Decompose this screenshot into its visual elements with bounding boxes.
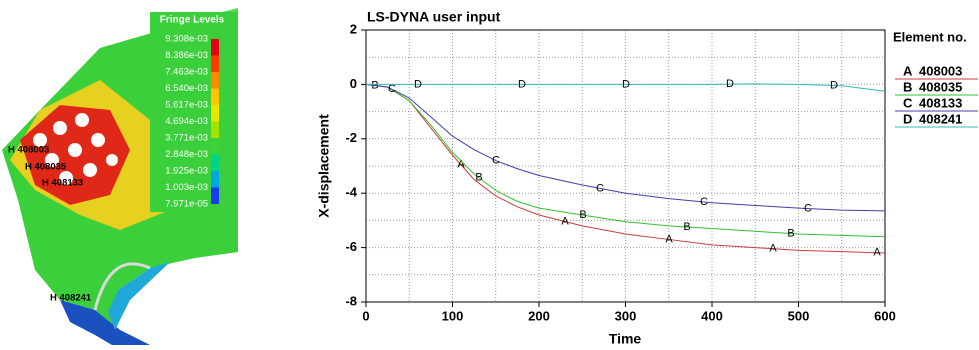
fringe-level: 4.694e-03 bbox=[165, 116, 208, 127]
fringe-swatch bbox=[211, 155, 219, 172]
fringe-swatch bbox=[211, 105, 219, 122]
fringe-swatch bbox=[211, 72, 219, 89]
x-tick-label: 300 bbox=[615, 308, 637, 323]
fringe-level: 3.771e-03 bbox=[165, 133, 208, 144]
legend-label: 408035 bbox=[919, 79, 962, 94]
x-tick-label: 600 bbox=[874, 308, 896, 323]
node-label: H 408003 bbox=[8, 145, 49, 156]
legend-label: 408003 bbox=[919, 63, 962, 78]
hole bbox=[75, 113, 89, 127]
curve-marker: D bbox=[622, 78, 630, 90]
curve-marker: B bbox=[787, 227, 794, 239]
curve-marker: D bbox=[414, 78, 422, 90]
curve-marker: C bbox=[596, 182, 604, 194]
fringe-swatch bbox=[211, 89, 219, 106]
x-tick-label: 200 bbox=[528, 308, 550, 323]
curve-marker: C bbox=[388, 83, 396, 95]
fringe-level: 7.971e-05 bbox=[165, 199, 208, 210]
hole bbox=[68, 143, 82, 157]
node-label: H 408133 bbox=[42, 178, 83, 189]
x-tick-label: 500 bbox=[788, 308, 810, 323]
legend-marker: B bbox=[903, 79, 912, 94]
curve-marker: D bbox=[726, 78, 734, 90]
curve-marker: C bbox=[700, 196, 708, 208]
x-tick-label: 100 bbox=[442, 308, 464, 323]
x-tick-label: 400 bbox=[701, 308, 723, 323]
hole bbox=[91, 133, 105, 147]
hole bbox=[83, 163, 97, 177]
y-axis-label: X-displacement bbox=[316, 114, 332, 218]
legend-marker: A bbox=[903, 63, 913, 78]
fringe-level: 1.925e-03 bbox=[165, 166, 208, 177]
curve-marker: D bbox=[830, 79, 838, 91]
fringe-level: 9.308e-03 bbox=[165, 34, 208, 45]
fringe-swatch bbox=[211, 39, 219, 56]
y-tick-label: -2 bbox=[345, 130, 357, 145]
fringe-level: 8.386e-03 bbox=[165, 50, 208, 61]
curve-marker: A bbox=[873, 247, 881, 259]
curve-marker: A bbox=[769, 243, 777, 255]
legend-marker: C bbox=[903, 95, 913, 110]
node-label: H 408241 bbox=[50, 293, 92, 304]
y-tick-label: 0 bbox=[350, 76, 357, 91]
y-tick-label: 2 bbox=[350, 21, 357, 36]
fringe-level: 2.848e-03 bbox=[165, 149, 208, 160]
hole bbox=[106, 154, 118, 166]
screen: Fringe Levels 9.308e-03 8.386e-03 7.463e-0… bbox=[0, 0, 979, 350]
x-tick-label: 0 bbox=[362, 308, 369, 323]
fringe-swatch bbox=[211, 122, 219, 139]
legend-label: 408241 bbox=[919, 111, 962, 126]
fringe-level: 6.540e-03 bbox=[165, 83, 208, 94]
node-label: H 408035 bbox=[25, 162, 67, 173]
legend-marker: D bbox=[903, 111, 912, 126]
contour-render: Fringe Levels 9.308e-03 8.386e-03 7.463e-0… bbox=[2, 8, 238, 345]
curve-marker: C bbox=[492, 155, 500, 167]
curve-marker: D bbox=[518, 78, 526, 90]
curve-marker: A bbox=[561, 215, 569, 227]
curve-marker: B bbox=[579, 209, 586, 221]
legend-label: 408133 bbox=[919, 95, 962, 110]
curve-marker: A bbox=[665, 233, 673, 245]
fringe-level: 1.003e-03 bbox=[165, 182, 208, 193]
y-tick-label: -6 bbox=[345, 239, 357, 254]
y-tick-label: -4 bbox=[345, 185, 357, 200]
curve-marker: B bbox=[475, 172, 482, 184]
fringe-level: 5.617e-03 bbox=[165, 100, 208, 111]
chart: LS-DYNA user input Time X-displacement E… bbox=[316, 9, 978, 347]
fringe-swatch bbox=[211, 188, 219, 205]
fringe-level: 7.463e-03 bbox=[165, 67, 208, 78]
hole bbox=[53, 121, 67, 135]
fringe-title: Fringe Levels bbox=[160, 15, 225, 26]
legend-title: Element no. bbox=[893, 29, 967, 44]
fringe-swatch bbox=[211, 171, 219, 188]
fringe-swatch bbox=[211, 56, 219, 73]
x-axis-label: Time bbox=[609, 331, 642, 347]
chart-title: LS-DYNA user input bbox=[367, 9, 501, 25]
curve-marker: C bbox=[804, 202, 812, 214]
y-tick-label: -8 bbox=[345, 293, 357, 308]
curve-marker: B bbox=[683, 221, 690, 233]
fringe-swatch bbox=[211, 138, 219, 155]
